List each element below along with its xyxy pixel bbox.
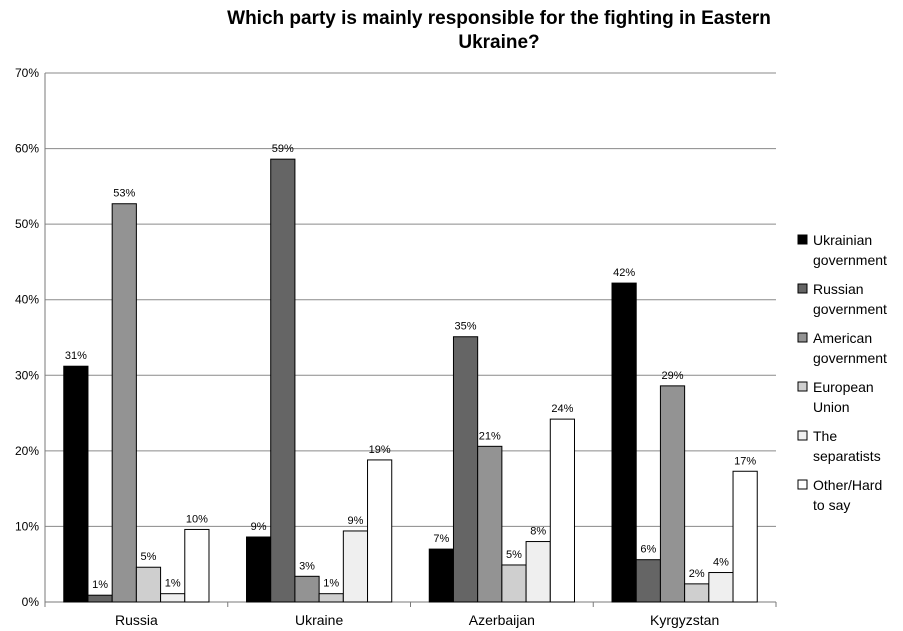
y-tick-label: 30%: [15, 368, 39, 382]
bar: [428, 548, 454, 603]
bar: [659, 385, 686, 603]
data-label: 5%: [506, 549, 522, 561]
legend-swatch: [797, 381, 808, 392]
chart-title-line: Which party is mainly responsible for th…: [227, 8, 771, 29]
legend-swatch: [797, 332, 808, 343]
data-label: 10%: [186, 513, 208, 525]
bar: [160, 593, 186, 603]
bar: [708, 572, 734, 603]
data-label: 9%: [347, 515, 363, 527]
data-label: 35%: [455, 321, 477, 333]
bar: [635, 559, 661, 603]
bar: [63, 365, 89, 603]
y-tick-label: 20%: [15, 444, 39, 458]
data-labels: 31% 9% 7% 42% 1% 59% 35% 6% 53% 3% 21% 29% 5% 1% 5% 2% 1…: [65, 143, 757, 591]
y-tick-label: 40%: [15, 293, 39, 307]
data-label: 7%: [433, 533, 449, 545]
data-label: 4%: [713, 557, 729, 569]
y-tick-label: 50%: [15, 217, 39, 231]
bar: [135, 566, 162, 603]
legend-label: Ukrainian: [813, 232, 872, 248]
legend-label: to say: [813, 497, 850, 513]
y-tick-label: 0%: [22, 595, 40, 609]
legend-label: The: [813, 428, 837, 444]
legend-label: government: [813, 301, 887, 317]
legend-label: European: [813, 379, 874, 395]
data-label: 31%: [65, 350, 87, 362]
legend-swatch: [797, 283, 808, 294]
bar: [477, 445, 503, 603]
bar: [246, 536, 272, 603]
bar: [184, 528, 210, 603]
bar: [342, 530, 369, 603]
data-label: 9%: [251, 521, 267, 533]
legend-label: Other/Hard: [813, 477, 882, 493]
bar: [611, 282, 637, 603]
data-label: 3%: [299, 560, 315, 572]
bar: [501, 564, 527, 603]
legend-label: Russian: [813, 281, 864, 297]
x-category-label: Ukraine: [295, 612, 343, 628]
y-tick-label: 70%: [15, 66, 39, 80]
legend-label: government: [813, 252, 887, 268]
data-label: 1%: [92, 579, 108, 591]
legend-swatch: [797, 234, 808, 245]
chart-title: Which party is mainly responsible for th…: [227, 8, 771, 53]
bar: [549, 418, 575, 603]
legend-label: Union: [813, 399, 850, 415]
bar: [294, 575, 320, 603]
data-label: 6%: [640, 544, 656, 556]
gridlines: 0% 10% 20% 30% 40% 50% 60% 70%: [15, 66, 776, 609]
bar: [367, 459, 393, 603]
bar: [452, 336, 479, 603]
data-label: 21%: [479, 430, 501, 442]
bar: [684, 583, 710, 603]
legend-swatch: [797, 430, 808, 441]
data-label: 53%: [113, 188, 135, 200]
bar: [525, 541, 551, 603]
data-label: 1%: [165, 578, 181, 590]
legend-swatch: [797, 479, 808, 490]
legend-label: government: [813, 350, 887, 366]
data-label: 2%: [689, 568, 705, 580]
data-label: 19%: [369, 444, 391, 456]
data-label: 8%: [530, 526, 546, 538]
x-category-label: Azerbaijan: [469, 612, 535, 628]
x-category-label: Russia: [115, 612, 158, 628]
x-category-label: Kyrgyzstan: [650, 612, 719, 628]
bar: [270, 158, 296, 603]
data-label: 5%: [141, 551, 157, 563]
data-label: 24%: [551, 403, 573, 415]
data-label: 17%: [734, 455, 756, 467]
y-tick-label: 60%: [15, 142, 39, 156]
bar: [732, 470, 758, 603]
bar: [318, 593, 344, 603]
bars: [63, 158, 758, 603]
bar: [87, 594, 113, 603]
y-tick-label: 10%: [15, 519, 39, 533]
legend: Ukrainian government Russian government Amer…: [797, 232, 887, 513]
bar: [111, 203, 137, 603]
data-label: 42%: [613, 267, 635, 279]
chart-title-line: Ukraine?: [458, 32, 539, 53]
legend-label: separatists: [813, 448, 881, 464]
data-label: 59%: [272, 143, 294, 155]
data-label: 29%: [662, 370, 684, 382]
legend-label: American: [813, 330, 872, 346]
data-label: 1%: [323, 578, 339, 590]
